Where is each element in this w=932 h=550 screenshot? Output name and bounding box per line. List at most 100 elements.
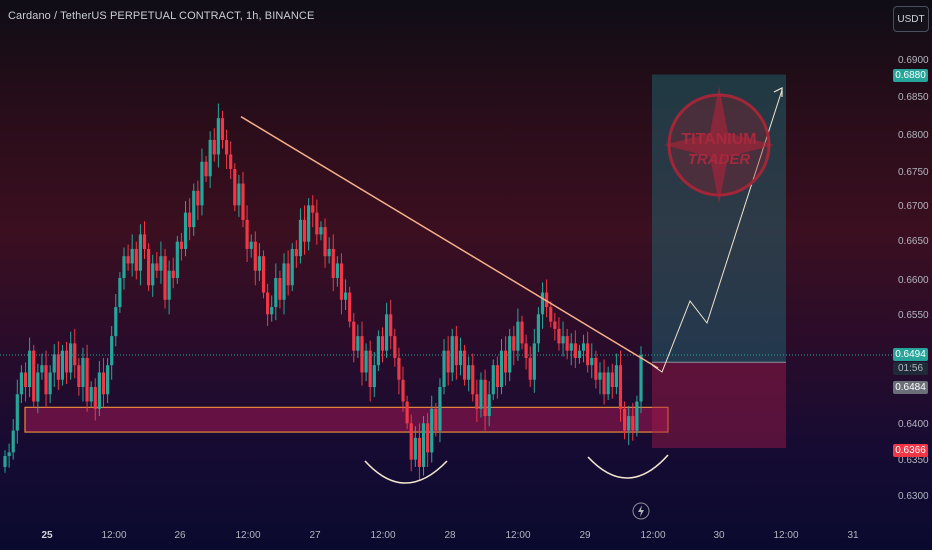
candle-body: [409, 423, 413, 460]
time-tick: 12:00: [235, 530, 261, 541]
time-tick: 12:00: [640, 530, 666, 541]
candle-body: [622, 408, 627, 431]
price-tick: 0.6300: [898, 491, 929, 502]
candle-body: [11, 430, 15, 453]
candle-body: [631, 416, 635, 431]
candle-body: [85, 357, 89, 402]
time-tick: 26: [174, 530, 186, 541]
candle-body: [15, 394, 19, 431]
candle-body: [569, 343, 573, 351]
candle-body: [40, 365, 44, 373]
candle-body: [323, 227, 327, 257]
candle-body: [380, 336, 385, 351]
candle-body: [536, 314, 541, 344]
candle-body: [360, 336, 364, 373]
candle-body: [77, 365, 81, 387]
candle-body: [286, 263, 290, 286]
candle-body: [93, 387, 97, 409]
candle-body: [110, 336, 114, 366]
candle-body: [294, 248, 298, 257]
candle-body: [524, 343, 528, 358]
candle-body: [89, 387, 93, 402]
price-tick: 0.6650: [898, 236, 929, 247]
candle-body: [516, 321, 520, 351]
candle-body: [229, 154, 233, 169]
time-tick: 29: [579, 530, 591, 541]
candle-body: [290, 248, 294, 286]
candle-body: [475, 394, 479, 409]
candle-body: [155, 263, 159, 271]
lightning-icon: [632, 502, 650, 520]
candle-body: [237, 183, 241, 206]
candle-body: [44, 365, 48, 395]
candle-body: [614, 365, 618, 387]
time-tick: 12:00: [370, 530, 396, 541]
candle-body: [389, 314, 393, 337]
candle-body: [7, 452, 11, 457]
candle-body: [105, 365, 110, 395]
candle-body: [462, 350, 467, 380]
candle-body: [282, 263, 286, 300]
candle-body: [467, 365, 471, 380]
candle-body: [188, 212, 192, 228]
candle-body: [114, 307, 118, 337]
candle-body: [179, 241, 184, 249]
candle-body: [175, 241, 179, 278]
currency-button[interactable]: USDT: [893, 6, 929, 32]
candle-body: [335, 263, 339, 278]
time-tick: 31: [847, 530, 859, 541]
candle-body: [520, 321, 524, 344]
candle-body: [639, 355, 643, 402]
candle-body: [81, 357, 85, 387]
candle-body: [52, 354, 56, 373]
bar-countdown-tag: 01:56: [893, 362, 928, 375]
candle-body: [581, 343, 586, 351]
candle-body: [627, 416, 631, 431]
descending-trendline: [240, 116, 659, 369]
candle-body: [270, 307, 274, 315]
candle-body: [36, 372, 40, 402]
candle-body: [376, 336, 380, 366]
candle-body: [495, 365, 499, 387]
candle-body: [450, 336, 454, 373]
candle-body: [257, 256, 261, 271]
candle-body: [426, 423, 430, 453]
candle-body: [454, 336, 458, 366]
candle-body: [557, 328, 561, 344]
candle-body: [319, 227, 323, 235]
price-tick: 0.6700: [898, 201, 929, 212]
candle-body: [364, 350, 368, 373]
candle-body: [298, 219, 303, 257]
candle-body: [348, 292, 352, 322]
candle-body: [241, 183, 245, 220]
candle-body: [118, 278, 122, 308]
candle-body: [245, 219, 249, 249]
candle-body: [159, 256, 163, 271]
candle-body: [540, 292, 545, 315]
candle-body: [171, 270, 175, 278]
stop-price-tag: 0.6366: [893, 444, 928, 457]
candle-body: [266, 292, 270, 315]
candle-body: [573, 343, 577, 358]
candle-body: [499, 350, 504, 387]
time-tick: 27: [309, 530, 321, 541]
candle-body: [471, 365, 475, 395]
candle-body: [126, 256, 130, 264]
candle-body: [122, 256, 126, 278]
candle-body: [405, 401, 409, 424]
candle-body: [549, 307, 553, 322]
price-tick: 0.6350: [898, 455, 929, 466]
time-tick: 12:00: [101, 530, 127, 541]
price-tick: 0.6900: [898, 55, 929, 66]
candle-body: [545, 292, 549, 308]
candle-body: [130, 248, 134, 264]
candle-body: [60, 350, 65, 380]
candle-body: [590, 357, 594, 366]
candle-body: [561, 336, 565, 344]
left-base-curve: [364, 460, 448, 484]
candle-body: [249, 241, 253, 249]
candle-body: [503, 350, 508, 373]
candle-body: [233, 169, 237, 206]
candle-body: [147, 248, 151, 286]
